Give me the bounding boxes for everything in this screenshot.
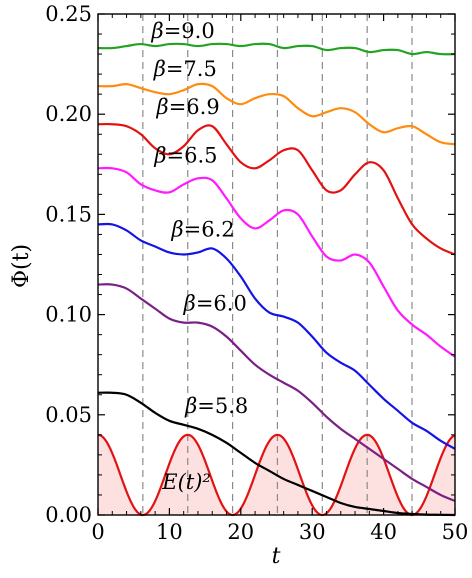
x-tick-label-5: 50 <box>442 520 469 544</box>
y-tick-label-0: 0.00 <box>45 503 92 527</box>
x-tick-label-1: 10 <box>156 520 183 544</box>
series-line-2 <box>97 122 456 256</box>
series-label-4: β=6.2 <box>171 217 235 241</box>
x-tick-label-2: 20 <box>227 520 254 544</box>
series-line-6 <box>97 391 456 517</box>
series-label-3: β=6.5 <box>153 143 217 167</box>
series-label-2: β=6.9 <box>156 95 220 119</box>
series-label-5: β=6.0 <box>183 292 247 316</box>
envelope-curve <box>97 433 456 517</box>
plot-area: 0 10 20 30 40 50 0.00 0.05 0.10 0.15 0.20 0.25 β=9.0… <box>45 2 468 544</box>
series-label-6: β=5.8 <box>184 394 248 418</box>
y-tick-label-1: 0.05 <box>45 403 92 427</box>
envelope-label: E(t)² <box>161 470 211 494</box>
series-line-1 <box>97 82 456 146</box>
y-axis-label: Φ(t) <box>9 244 34 288</box>
series-line-5 <box>97 283 456 502</box>
series-line-0 <box>97 42 456 56</box>
x-tick-label-3: 30 <box>299 520 326 544</box>
x-tick-label-0: 0 <box>91 520 104 544</box>
plot-frame <box>97 13 456 516</box>
series-line-4 <box>97 222 456 450</box>
series-label-0: β=9.0 <box>151 19 215 43</box>
y-tick-label-3: 0.15 <box>45 202 92 226</box>
y-tick-label-5: 0.25 <box>45 2 92 26</box>
series-label-1: β=7.5 <box>153 57 217 81</box>
x-axis-label: t <box>272 544 281 569</box>
x-tick-label-4: 40 <box>370 520 397 544</box>
series-line-3 <box>97 166 456 358</box>
y-tick-label-4: 0.20 <box>45 102 92 126</box>
y-tick-label-2: 0.10 <box>45 303 92 327</box>
